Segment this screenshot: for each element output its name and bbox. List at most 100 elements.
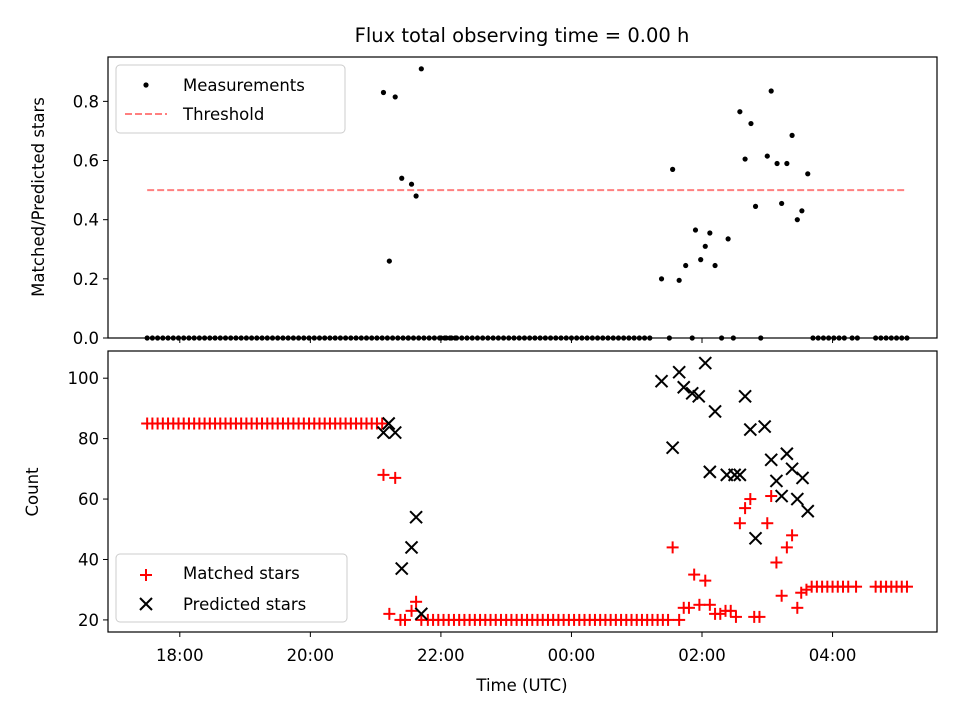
predicted-star-point-b: [764, 453, 778, 467]
predicted-star-point-b: [795, 471, 810, 485]
matched-star-point: [900, 580, 913, 593]
predicted-star-point: [757, 419, 772, 434]
matched-star-point: [765, 490, 778, 503]
predicted-star-point-b: [774, 489, 789, 503]
measurement-point: [805, 171, 811, 177]
measurements-legend-marker: [143, 82, 149, 88]
predicted-star-point: [708, 404, 722, 419]
predicted-star-point-b: [409, 510, 423, 524]
predicted-star-point: [801, 504, 815, 518]
measurements-legend-label: Measurements: [183, 76, 305, 95]
bottom-y-tick-label: 40: [78, 550, 99, 569]
measurement-point: [707, 230, 713, 236]
top-legend-box: [115, 64, 346, 134]
predicted-star-point: [685, 386, 699, 401]
bottom-plot-area: [141, 356, 913, 626]
bottom-y-ticks: 20 40 60 80 100: [68, 369, 108, 630]
measurement-point: [712, 262, 718, 269]
matched-star-point: [673, 613, 686, 626]
predicted-star-point: [665, 440, 680, 455]
x-tick-label: 20:00: [287, 646, 335, 665]
measurement-point: [698, 257, 704, 263]
top-y-tick-label: 0.6: [73, 152, 99, 171]
chart-title: Flux total observing time = 0.00 h: [355, 24, 690, 47]
predicted-star-point: [733, 468, 747, 482]
matched-star-point: [733, 517, 746, 530]
top-y-tick-label: 0.2: [73, 270, 99, 289]
x-tick-label: 02:00: [678, 646, 726, 665]
predicted-star-point: [381, 416, 396, 431]
matched-star-point: [389, 471, 402, 484]
measurement-point: [408, 181, 415, 187]
predicted-star-point: [703, 465, 717, 479]
matched-star-point: [744, 493, 757, 506]
predicted-star-point: [409, 510, 423, 524]
matched-star-point: [791, 601, 804, 614]
measurement-point: [799, 208, 805, 214]
bottom-y-tick-label: 100: [68, 369, 100, 388]
predicted-star-point-b: [381, 416, 396, 431]
predicted-star-point: [414, 607, 429, 621]
predicted-star-point: [780, 447, 794, 461]
predicted-star-point: [698, 356, 712, 370]
predicted-star-point-b: [801, 504, 815, 518]
matched-star-point: [662, 613, 675, 626]
predicted-star-point-b: [790, 492, 805, 506]
bottom-x-ticks: 18:00 20:00 22:00 00:00 02:00 04:00: [156, 632, 856, 665]
predicted-star-point: [672, 365, 686, 379]
measurement-point: [794, 217, 800, 223]
bottom-legend-box: [115, 553, 348, 623]
predicted-star-point-b: [743, 422, 758, 437]
x-tick-label: 22:00: [417, 646, 465, 665]
predicted-star-point-b: [414, 607, 429, 621]
predicted-star-point-b: [404, 540, 419, 555]
predicted-star-point-b: [708, 404, 722, 419]
predicted-star-point: [743, 422, 758, 437]
matched-star-point: [688, 568, 701, 581]
predicted-star-point-b: [748, 531, 763, 546]
matched-star-point: [775, 589, 788, 602]
measurement-point: [752, 203, 759, 209]
bottom-y-tick-label: 80: [78, 430, 99, 449]
matched-star-point: [410, 595, 423, 608]
predicted-star-point-b: [685, 386, 699, 401]
predicted-star-point: [677, 380, 691, 394]
predicted-star-point-b: [785, 462, 799, 476]
predicted-star-point-b: [665, 440, 680, 455]
predicted-star-point-b: [733, 468, 747, 482]
matched-star-point: [795, 586, 808, 599]
predicted-stars-legend-marker: [139, 597, 153, 611]
matched-star-point: [714, 607, 727, 620]
predicted-star-point-b: [692, 389, 706, 404]
matched-star-point: [383, 607, 396, 620]
predicted-star-point: [395, 561, 409, 576]
top-x-ticks: [179, 338, 834, 343]
measurement-point: [702, 243, 708, 249]
measurement-point: [774, 160, 780, 167]
predicted-star-point: [727, 468, 742, 482]
predicted-star-point: [769, 474, 784, 488]
matched-star-point: [703, 598, 716, 611]
measurement-point: [768, 88, 774, 94]
predicted-star-point-b: [698, 356, 712, 370]
top-axes-frame: [107, 56, 938, 339]
matched-star-point: [405, 604, 418, 617]
matched-star-point: [729, 610, 742, 623]
predicted-star-point-b: [654, 374, 669, 388]
x-axis-label: Time (UTC): [475, 676, 567, 695]
predicted-star-point-b: [727, 468, 742, 482]
predicted-star-point: [376, 425, 391, 440]
predicted-star-point-b: [757, 419, 772, 434]
predicted-star-point: [738, 389, 752, 404]
bottom-legend: Matched stars Predicted stars: [115, 553, 348, 623]
matched-star-point: [376, 417, 389, 430]
predicted-star-point: [404, 540, 419, 555]
bottom-y-tick-label: 20: [78, 611, 99, 630]
predicted-star-point-b: [388, 425, 402, 440]
matched-star-point: [399, 613, 412, 626]
matched-star-point: [761, 517, 774, 530]
matched-star-point: [724, 604, 737, 617]
measurement-point: [392, 94, 398, 100]
top-legend: Measurements Threshold: [115, 64, 346, 134]
predicted-star-point: [388, 425, 402, 440]
